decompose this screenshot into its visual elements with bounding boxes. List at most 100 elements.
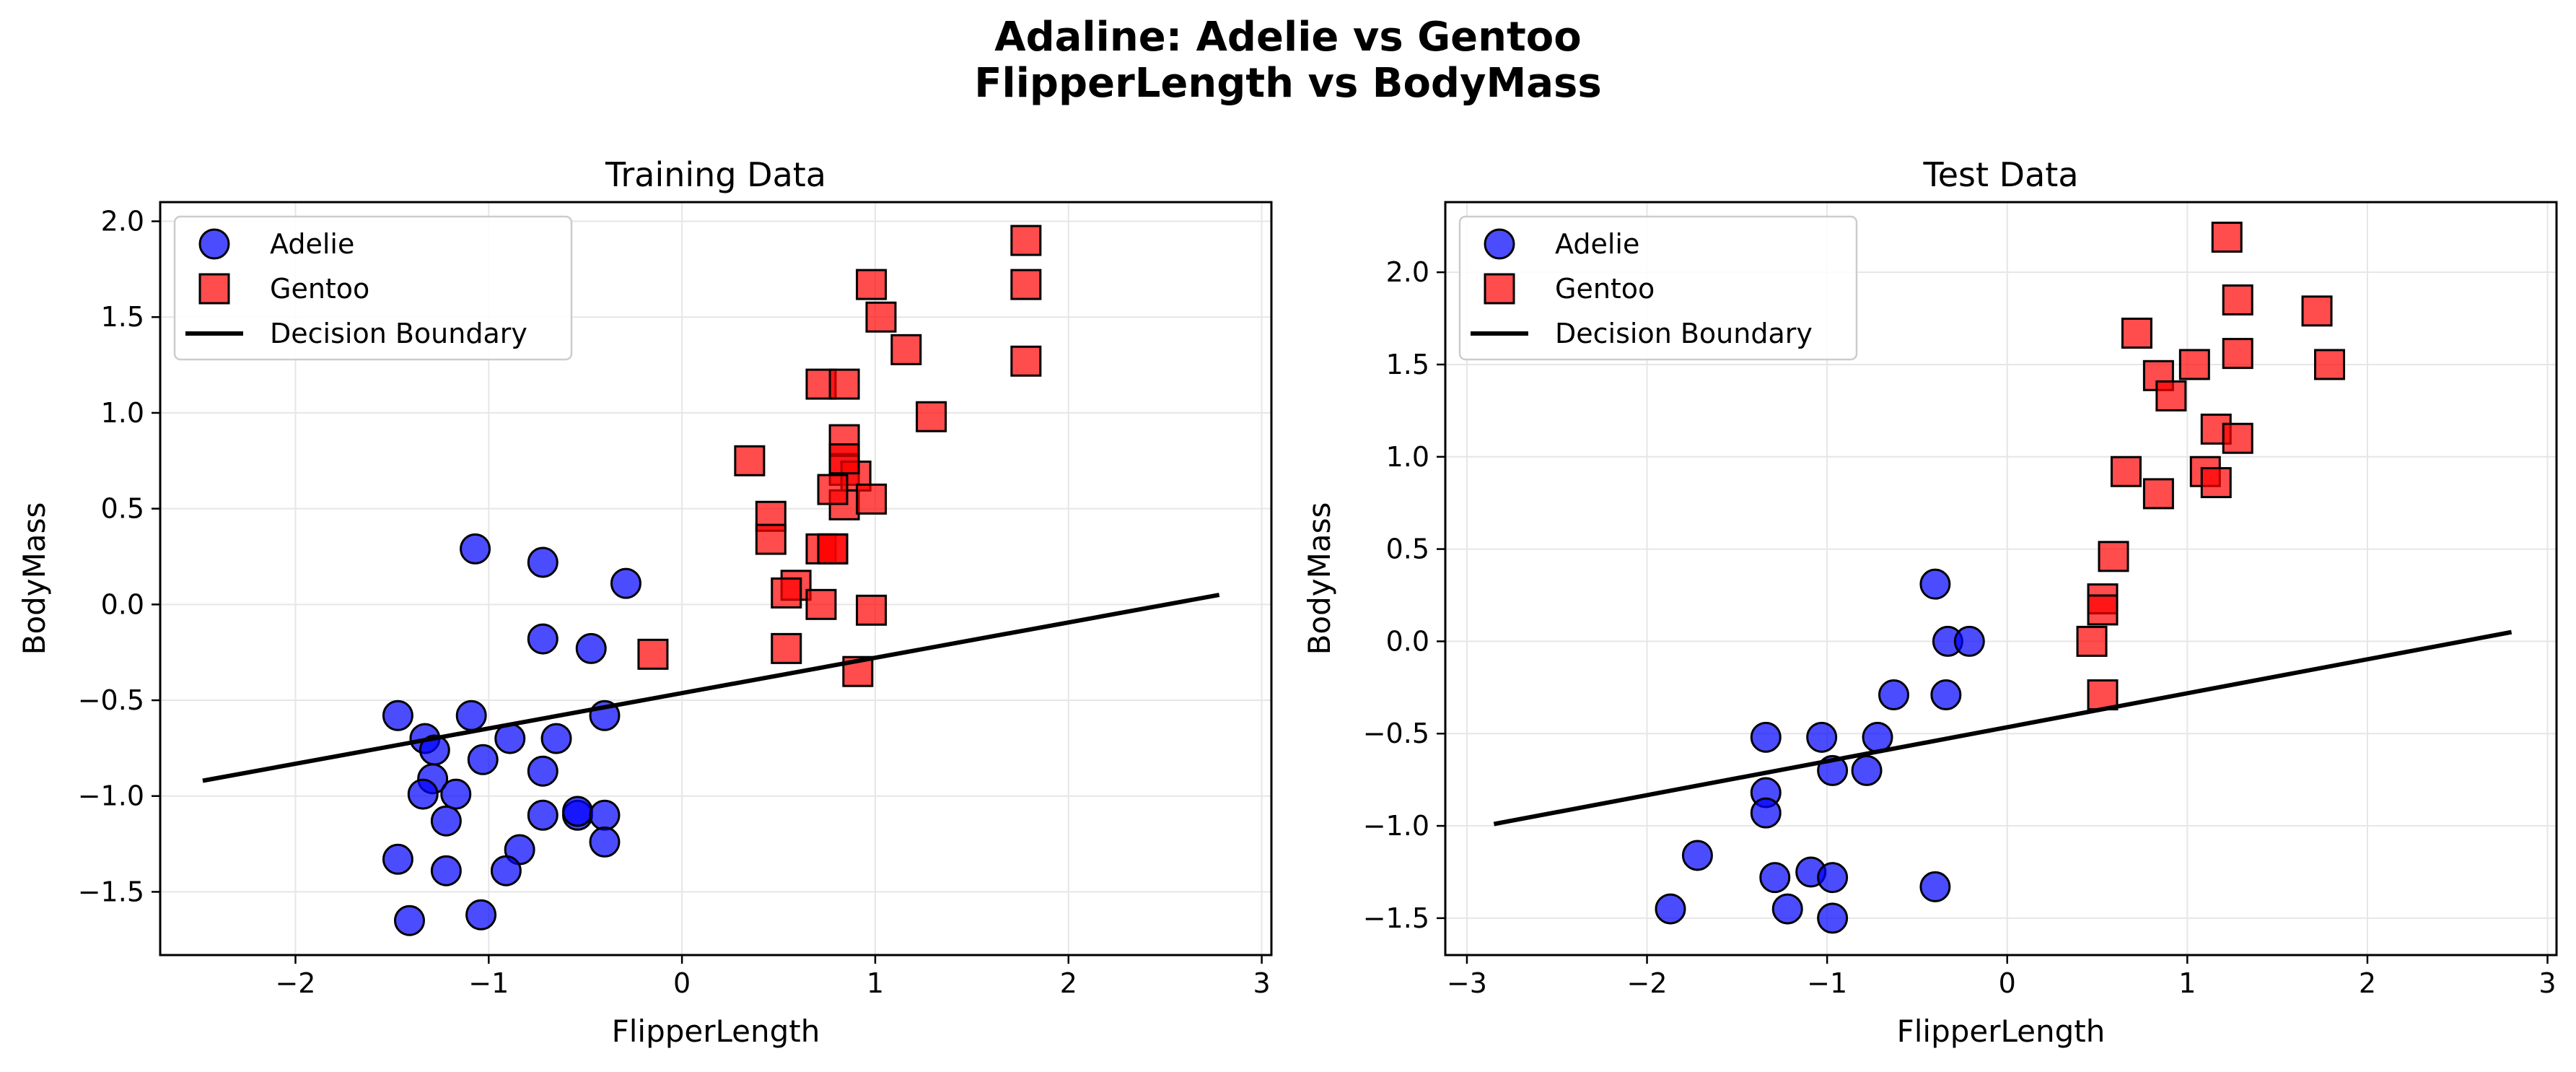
adelie-point bbox=[455, 700, 487, 731]
y-tick-label: 1.0 bbox=[101, 397, 144, 429]
y-tick-label: −1.0 bbox=[78, 780, 144, 812]
decision-boundary-line bbox=[1493, 629, 2513, 827]
adelie-point bbox=[1771, 893, 1803, 925]
x-tick-label: 0 bbox=[673, 967, 691, 999]
gentoo-point bbox=[890, 334, 922, 365]
gentoo-point bbox=[817, 474, 849, 505]
adelie-point bbox=[1817, 862, 1849, 894]
adelie-point bbox=[1750, 721, 1782, 753]
train-series-adelie bbox=[382, 533, 641, 936]
y-tick-label: 2.0 bbox=[101, 206, 144, 238]
y-tick-label: 0.5 bbox=[101, 493, 144, 525]
gentoo-point bbox=[2142, 478, 2174, 510]
gentoo-point bbox=[1010, 345, 1042, 377]
adelie-point bbox=[589, 826, 621, 858]
gentoo-point bbox=[828, 368, 860, 400]
legend-adelie-marker bbox=[198, 228, 230, 260]
y-tick-label: −0.5 bbox=[78, 684, 144, 716]
gentoo-point bbox=[2098, 541, 2129, 572]
adelie-point bbox=[575, 632, 607, 664]
legend-label: Adelie bbox=[1555, 228, 1639, 260]
gentoo-point bbox=[828, 443, 860, 475]
adelie-point bbox=[562, 796, 594, 827]
legend-box bbox=[1458, 215, 1858, 361]
adelie-point bbox=[1930, 679, 1962, 711]
gentoo-point bbox=[755, 523, 787, 555]
adelie-point bbox=[490, 855, 522, 886]
train-legend: Adelie Gentoo Decision Boundary bbox=[173, 215, 573, 361]
adelie-point bbox=[393, 905, 425, 936]
figure-title-line2: FlipperLength vs BodyMass bbox=[974, 60, 1602, 107]
x-tick-label: 0 bbox=[1999, 967, 2016, 999]
adelie-point bbox=[527, 799, 558, 831]
legend-adelie-marker bbox=[1484, 228, 1515, 260]
gentoo-point bbox=[1010, 225, 1042, 256]
x-tick-label: 3 bbox=[2538, 967, 2556, 999]
gentoo-point bbox=[2211, 222, 2243, 253]
train-axes-frame bbox=[159, 201, 1273, 956]
train-x-axis-label: FlipperLength bbox=[612, 1014, 820, 1049]
y-tick-label: −0.5 bbox=[1363, 718, 1429, 749]
gentoo-point bbox=[2155, 380, 2187, 411]
adelie-point bbox=[589, 799, 621, 831]
adelie-point bbox=[1806, 721, 1838, 753]
legend-box bbox=[173, 215, 573, 361]
adelie-point bbox=[1919, 871, 1951, 902]
test-y-axis-label: BodyMass bbox=[1302, 502, 1337, 655]
gentoo-point bbox=[637, 638, 669, 670]
decision-boundary-line bbox=[202, 593, 1220, 783]
test-axes-title: Test Data bbox=[1922, 155, 2078, 194]
training-data-panel: −2 −1 0 1 2 3 −1.5 −1.0 −0.5 0.0 0.5 1.0 1.5 2.0 Train… bbox=[17, 155, 1273, 1049]
gentoo-point bbox=[2087, 594, 2119, 626]
gentoo-point bbox=[1010, 269, 1042, 300]
train-axes-title: Training Data bbox=[605, 155, 826, 194]
y-tick-label: 0.5 bbox=[1386, 533, 1429, 565]
test-series-gentoo bbox=[2076, 222, 2346, 711]
x-tick-label: −2 bbox=[275, 967, 315, 999]
adelie-point bbox=[382, 700, 413, 731]
adelie-point bbox=[527, 623, 558, 655]
x-tick-label: 2 bbox=[2359, 967, 2376, 999]
x-tick-label: 1 bbox=[2178, 967, 2196, 999]
x-tick-label: −2 bbox=[1627, 967, 1668, 999]
adelie-point bbox=[540, 723, 572, 754]
test-axes-frame bbox=[1444, 201, 2558, 956]
y-tick-label: −1.5 bbox=[78, 876, 144, 907]
legend-label: Decision Boundary bbox=[270, 318, 527, 349]
gentoo-point bbox=[2121, 318, 2152, 349]
adelie-point bbox=[610, 567, 641, 599]
adelie-point bbox=[1817, 902, 1849, 934]
figure-title-line1: Adaline: Adelie vs Gentoo bbox=[994, 14, 1582, 61]
adelie-point bbox=[1878, 679, 1909, 711]
gentoo-point bbox=[734, 445, 766, 476]
y-tick-label: −1.0 bbox=[1363, 810, 1429, 842]
adelie-point bbox=[407, 778, 439, 810]
x-tick-label: 3 bbox=[1253, 967, 1271, 999]
train-y-axis-label: BodyMass bbox=[17, 502, 52, 655]
gentoo-point bbox=[2110, 456, 2142, 487]
test-series-adelie bbox=[1655, 568, 1985, 934]
train-plot-area bbox=[202, 225, 1220, 936]
test-plot-area bbox=[1493, 222, 2513, 934]
gentoo-point bbox=[2076, 625, 2108, 657]
legend-gentoo-marker bbox=[1484, 273, 1515, 305]
adelie-point bbox=[467, 744, 499, 775]
adelie-point bbox=[430, 805, 462, 837]
y-tick-label: 1.0 bbox=[1386, 441, 1429, 473]
gentoo-point bbox=[2222, 422, 2253, 454]
gentoo-point bbox=[2178, 349, 2210, 380]
y-tick-label: 0.0 bbox=[101, 588, 144, 620]
legend-label: Decision Boundary bbox=[1555, 318, 1813, 349]
x-tick-label: 1 bbox=[867, 967, 884, 999]
test-x-axis-label: FlipperLength bbox=[1897, 1014, 2106, 1049]
x-tick-label: −3 bbox=[1447, 967, 1487, 999]
legend-label: Adelie bbox=[270, 228, 354, 260]
gentoo-point bbox=[856, 269, 888, 300]
adelie-point bbox=[527, 755, 558, 787]
gentoo-point bbox=[2222, 338, 2253, 370]
adelie-point bbox=[382, 843, 413, 875]
adelie-point bbox=[1851, 754, 1883, 786]
gentoo-point bbox=[856, 594, 888, 626]
adelie-point bbox=[527, 546, 558, 578]
